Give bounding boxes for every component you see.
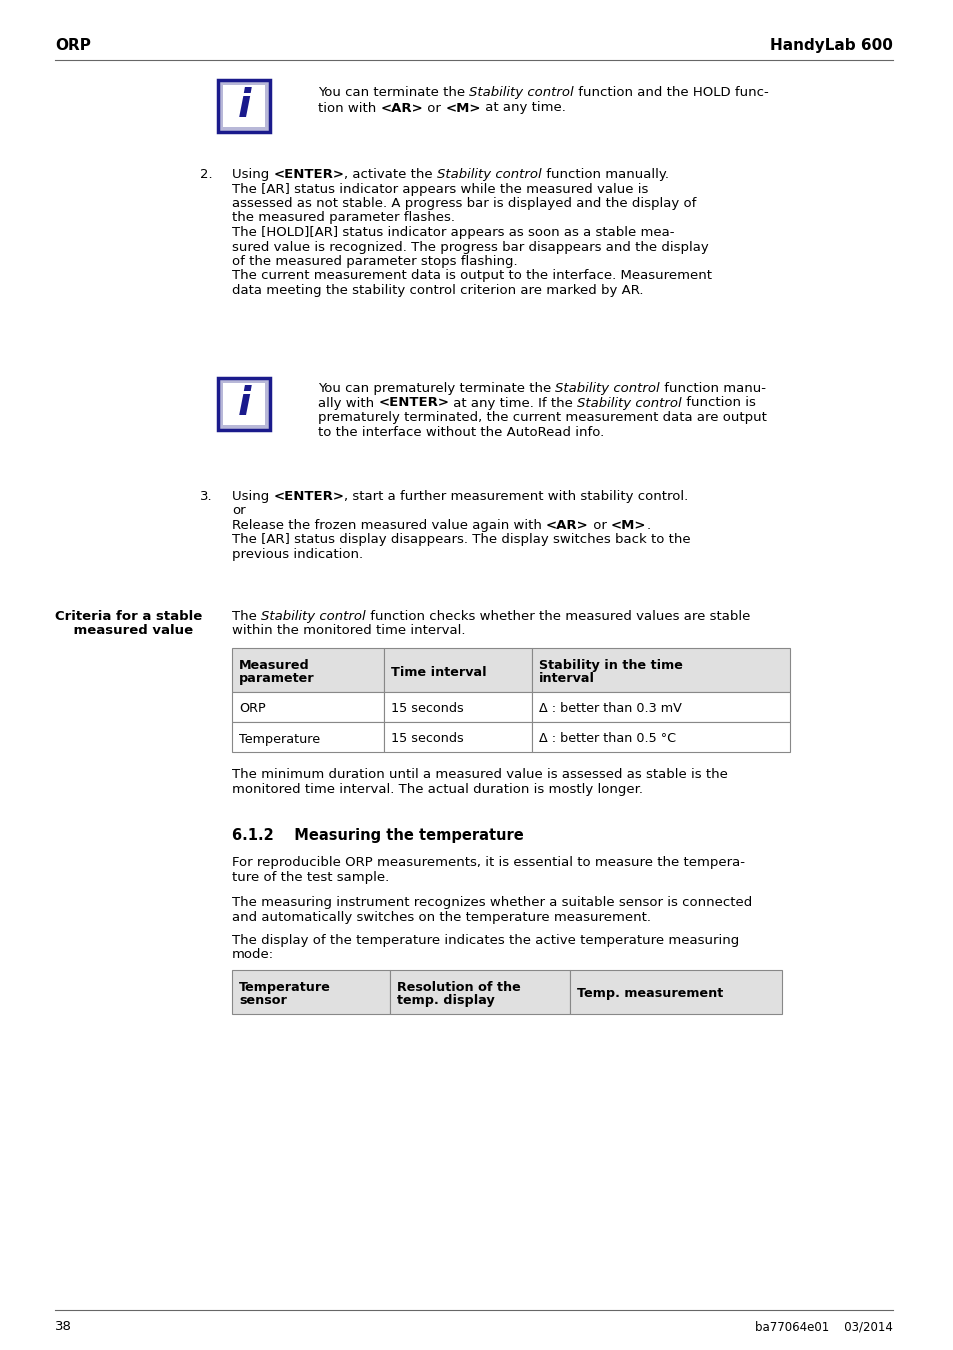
- Bar: [532, 693, 789, 722]
- Text: measured value: measured value: [55, 625, 193, 637]
- Bar: [223, 85, 265, 127]
- Text: Stability control: Stability control: [436, 167, 541, 181]
- Text: function is: function is: [681, 397, 755, 409]
- Text: You can prematurely terminate the: You can prematurely terminate the: [317, 382, 555, 396]
- Text: The minimum duration until a measured value is assessed as stable is the: The minimum duration until a measured va…: [232, 768, 727, 782]
- Text: .: .: [646, 518, 650, 532]
- Text: <ENTER>: <ENTER>: [274, 167, 344, 181]
- Bar: [223, 383, 265, 425]
- Text: The measuring instrument recognizes whether a suitable sensor is connected: The measuring instrument recognizes whet…: [232, 896, 752, 909]
- Text: temp. display: temp. display: [396, 994, 495, 1007]
- Text: , activate the: , activate the: [344, 167, 436, 181]
- Text: ture of the test sample.: ture of the test sample.: [232, 871, 389, 883]
- Text: <ENTER>: <ENTER>: [274, 490, 344, 504]
- Text: and automatically switches on the temperature measurement.: and automatically switches on the temper…: [232, 910, 650, 923]
- Bar: [232, 722, 384, 752]
- Text: Time interval: Time interval: [391, 666, 486, 679]
- Text: 2.: 2.: [200, 167, 213, 181]
- Text: The [HOLD][AR] status indicator appears as soon as a stable mea-: The [HOLD][AR] status indicator appears …: [232, 225, 674, 239]
- Text: The current measurement data is output to the interface. Measurement: The current measurement data is output t…: [232, 270, 711, 282]
- Bar: [384, 648, 532, 693]
- Text: data meeting the stability control criterion are marked by AR.: data meeting the stability control crite…: [232, 284, 643, 297]
- Text: Release the frozen measured value again with: Release the frozen measured value again …: [232, 518, 545, 532]
- Text: within the monitored time interval.: within the monitored time interval.: [232, 625, 465, 637]
- Text: The [AR] status display disappears. The display switches back to the: The [AR] status display disappears. The …: [232, 533, 690, 547]
- Text: Resolution of the: Resolution of the: [396, 981, 520, 994]
- Bar: [218, 378, 270, 431]
- Text: 38: 38: [55, 1320, 71, 1332]
- Bar: [232, 971, 390, 1014]
- Text: Temp. measurement: Temp. measurement: [577, 987, 722, 1000]
- Text: For reproducible ORP measurements, it is essential to measure the tempera-: For reproducible ORP measurements, it is…: [232, 856, 744, 869]
- Text: 3.: 3.: [200, 490, 213, 504]
- Text: 6.1.2    Measuring the temperature: 6.1.2 Measuring the temperature: [232, 828, 523, 842]
- Text: <M>: <M>: [610, 518, 646, 532]
- Bar: [384, 693, 532, 722]
- Text: <AR>: <AR>: [545, 518, 588, 532]
- Text: monitored time interval. The actual duration is mostly longer.: monitored time interval. The actual dura…: [232, 783, 642, 795]
- Text: i: i: [237, 385, 251, 423]
- Text: i: i: [237, 86, 251, 126]
- Bar: [532, 722, 789, 752]
- Text: Stability control: Stability control: [555, 382, 659, 396]
- Text: ba77064e01    03/2014: ba77064e01 03/2014: [755, 1320, 892, 1332]
- Text: Temperature: Temperature: [239, 733, 320, 745]
- Text: sured value is recognized. The progress bar disappears and the display: sured value is recognized. The progress …: [232, 240, 708, 254]
- Text: function checks whether the measured values are stable: function checks whether the measured val…: [365, 610, 749, 622]
- Text: The: The: [232, 610, 261, 622]
- Text: function manually.: function manually.: [541, 167, 668, 181]
- Text: 15 seconds: 15 seconds: [391, 733, 463, 745]
- Text: the measured parameter flashes.: the measured parameter flashes.: [232, 212, 455, 224]
- Bar: [390, 971, 569, 1014]
- Text: or: or: [423, 101, 445, 115]
- Text: Temperature: Temperature: [239, 981, 331, 994]
- Text: Measured: Measured: [239, 659, 310, 672]
- Text: function and the HOLD func-: function and the HOLD func-: [574, 86, 768, 99]
- Text: ORP: ORP: [239, 702, 266, 716]
- Text: tion with: tion with: [317, 101, 380, 115]
- Text: sensor: sensor: [239, 994, 287, 1007]
- Text: prematurely terminated, the current measurement data are output: prematurely terminated, the current meas…: [317, 410, 766, 424]
- Text: Criteria for a stable: Criteria for a stable: [55, 610, 202, 622]
- Text: , start a further measurement with stability control.: , start a further measurement with stabi…: [344, 490, 688, 504]
- Text: at any time. If the: at any time. If the: [449, 397, 577, 409]
- Text: Stability in the time: Stability in the time: [538, 659, 682, 672]
- Bar: [232, 648, 384, 693]
- Text: function manu-: function manu-: [659, 382, 765, 396]
- Text: assessed as not stable. A progress bar is displayed and the display of: assessed as not stable. A progress bar i…: [232, 197, 696, 211]
- Text: to the interface without the AutoRead info.: to the interface without the AutoRead in…: [317, 425, 603, 439]
- Bar: [218, 80, 270, 132]
- Text: <M>: <M>: [445, 101, 480, 115]
- Text: 15 seconds: 15 seconds: [391, 702, 463, 716]
- Text: <ENTER>: <ENTER>: [378, 397, 449, 409]
- Text: Stability control: Stability control: [469, 86, 574, 99]
- Text: Δ : better than 0.5 °C: Δ : better than 0.5 °C: [538, 733, 676, 745]
- Text: ORP: ORP: [55, 38, 91, 53]
- Text: or: or: [232, 505, 245, 517]
- Text: previous indication.: previous indication.: [232, 548, 363, 562]
- Text: The [AR] status indicator appears while the measured value is: The [AR] status indicator appears while …: [232, 182, 648, 196]
- Bar: [384, 722, 532, 752]
- Text: <AR>: <AR>: [380, 101, 423, 115]
- Text: Δ : better than 0.3 mV: Δ : better than 0.3 mV: [538, 702, 681, 716]
- Text: at any time.: at any time.: [480, 101, 565, 115]
- Text: Stability control: Stability control: [261, 610, 365, 622]
- Text: ally with: ally with: [317, 397, 378, 409]
- Text: of the measured parameter stops flashing.: of the measured parameter stops flashing…: [232, 255, 517, 269]
- Text: Using: Using: [232, 167, 274, 181]
- Bar: [232, 693, 384, 722]
- Text: Using: Using: [232, 490, 274, 504]
- Text: Stability control: Stability control: [577, 397, 681, 409]
- Text: You can terminate the: You can terminate the: [317, 86, 469, 99]
- Bar: [569, 971, 781, 1014]
- Text: mode:: mode:: [232, 949, 274, 961]
- Text: or: or: [588, 518, 610, 532]
- Text: HandyLab 600: HandyLab 600: [769, 38, 892, 53]
- Text: The display of the temperature indicates the active temperature measuring: The display of the temperature indicates…: [232, 934, 739, 946]
- Text: parameter: parameter: [239, 672, 314, 684]
- Text: interval: interval: [538, 672, 595, 684]
- Bar: [532, 648, 789, 693]
